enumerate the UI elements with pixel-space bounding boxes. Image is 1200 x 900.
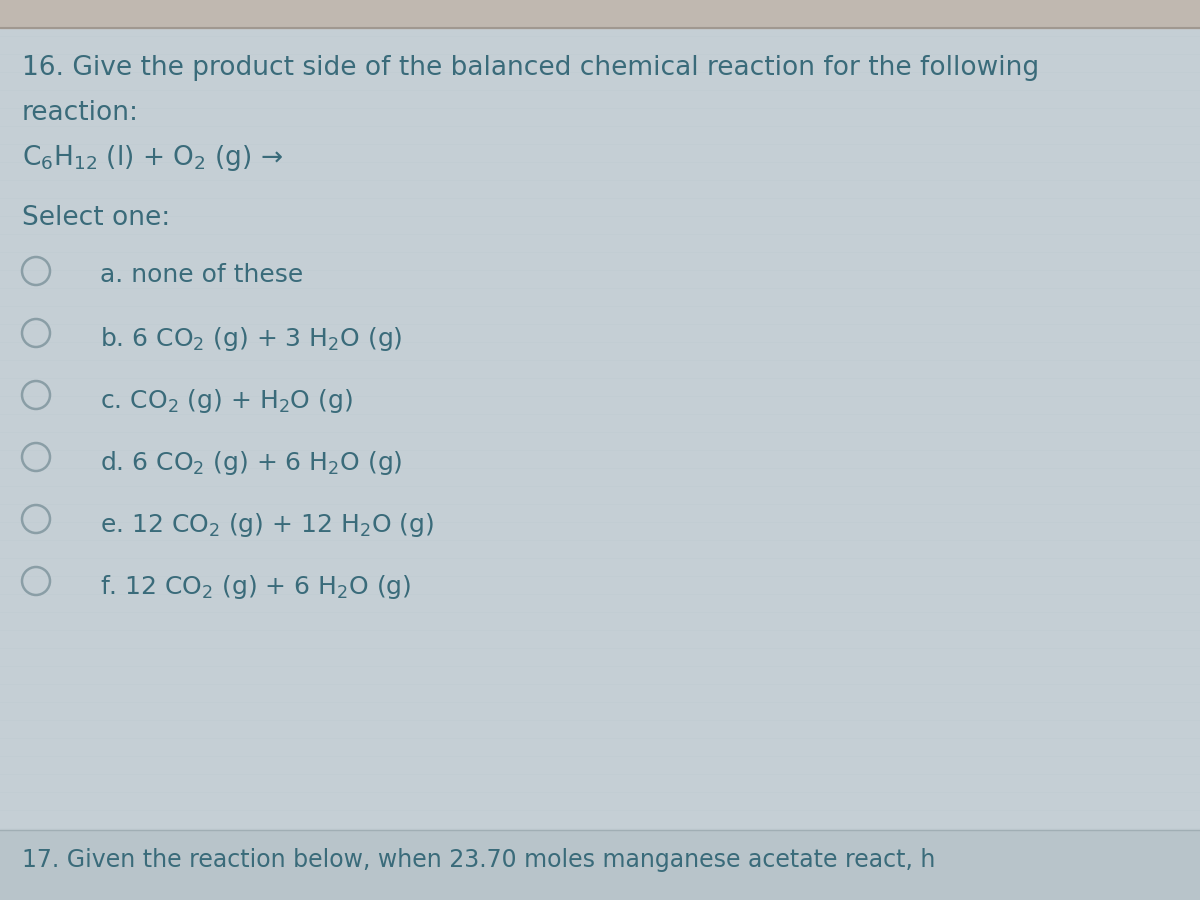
Text: C$_6$H$_{12}$ (l) + O$_2$ (g) →: C$_6$H$_{12}$ (l) + O$_2$ (g) → — [22, 143, 283, 173]
Text: c. CO$_2$ (g) + H$_2$O (g): c. CO$_2$ (g) + H$_2$O (g) — [100, 387, 353, 415]
Text: 16. Give the product side of the balanced chemical reaction for the following: 16. Give the product side of the balance… — [22, 55, 1039, 81]
Text: 17. Given the reaction below, when 23.70 moles manganese acetate react, h: 17. Given the reaction below, when 23.70… — [22, 848, 935, 872]
Text: d. 6 CO$_2$ (g) + 6 H$_2$O (g): d. 6 CO$_2$ (g) + 6 H$_2$O (g) — [100, 449, 402, 477]
Text: Select one:: Select one: — [22, 205, 170, 231]
Text: f. 12 CO$_2$ (g) + 6 H$_2$O (g): f. 12 CO$_2$ (g) + 6 H$_2$O (g) — [100, 573, 412, 601]
Text: a. none of these: a. none of these — [100, 263, 304, 287]
Text: e. 12 CO$_2$ (g) + 12 H$_2$O (g): e. 12 CO$_2$ (g) + 12 H$_2$O (g) — [100, 511, 434, 539]
Text: b. 6 CO$_2$ (g) + 3 H$_2$O (g): b. 6 CO$_2$ (g) + 3 H$_2$O (g) — [100, 325, 402, 353]
Text: reaction:: reaction: — [22, 100, 139, 126]
